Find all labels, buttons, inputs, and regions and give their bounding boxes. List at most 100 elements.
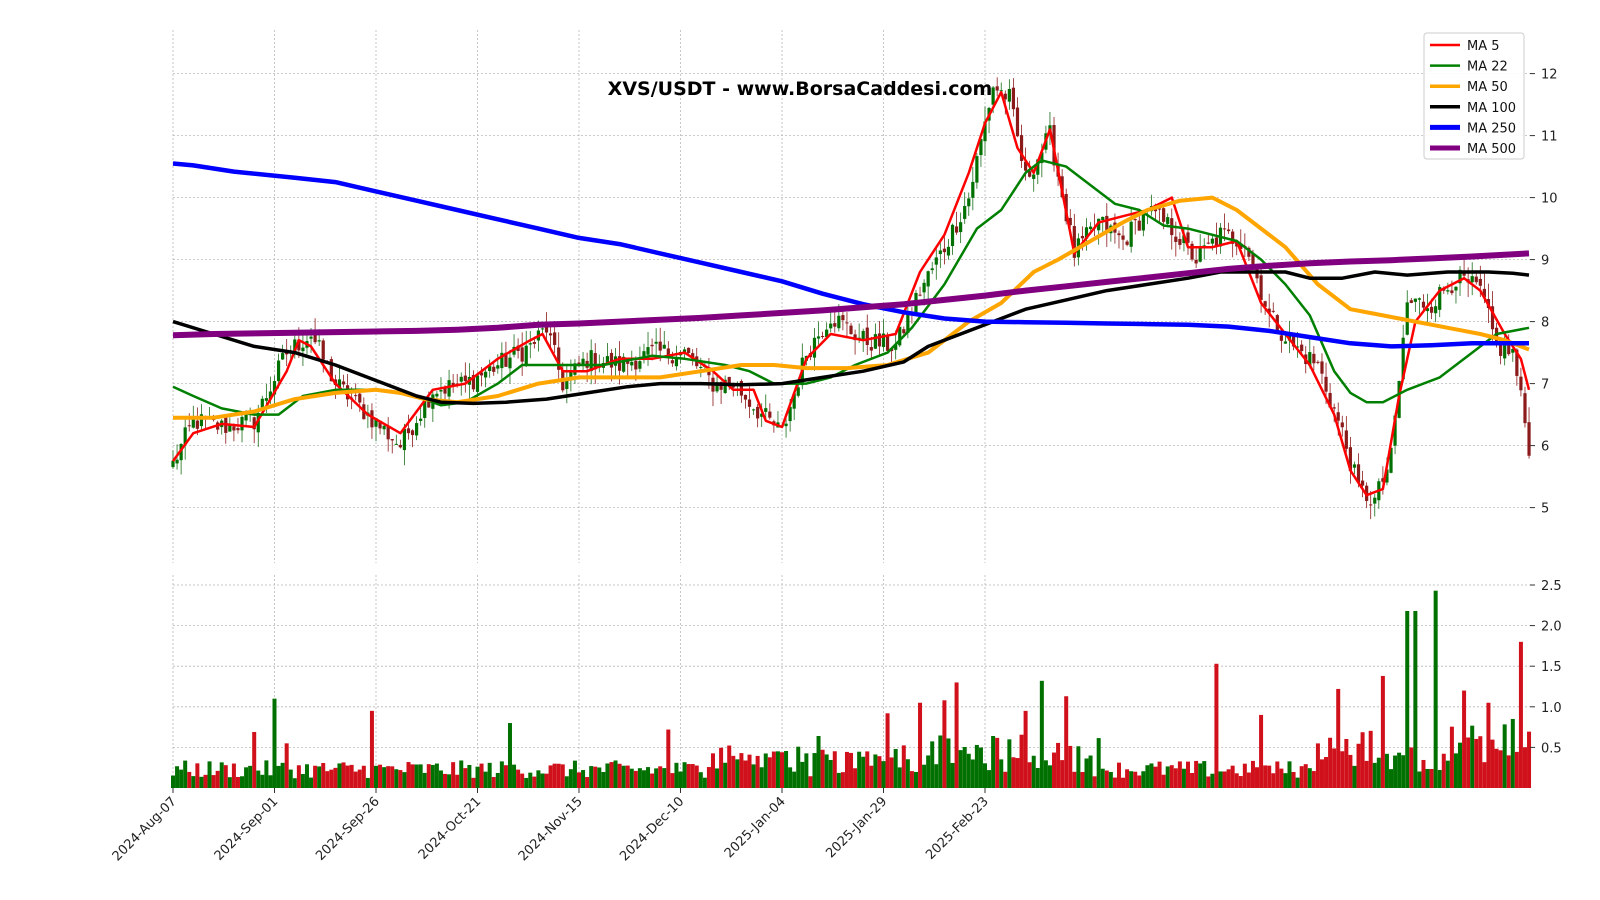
volume-bar	[479, 763, 484, 788]
volume-bar	[276, 765, 281, 788]
volume-bar	[1088, 755, 1093, 788]
volume-bar	[329, 769, 334, 788]
candle-body	[1157, 208, 1162, 210]
candle-body	[439, 390, 443, 392]
volume-bar	[1181, 768, 1186, 788]
volume-bar	[1023, 710, 1028, 788]
candle-body	[1438, 287, 1442, 310]
volume-bar	[325, 771, 330, 788]
legend-label: MA 250	[1467, 121, 1516, 136]
volume-bar	[1064, 696, 1069, 788]
volume-bar	[780, 752, 784, 788]
candle-body	[1080, 235, 1085, 239]
volume-bar	[223, 765, 228, 788]
volume-bar	[1263, 765, 1268, 788]
volume-bar	[836, 772, 841, 788]
price-tick-label: 9	[1541, 254, 1549, 269]
volume-bar	[698, 772, 703, 788]
volume-bar	[309, 777, 314, 788]
volume-bar	[1080, 772, 1085, 788]
candle-body	[869, 347, 873, 351]
candle-body	[906, 313, 910, 333]
volume-bar	[568, 769, 573, 788]
volume-bar	[414, 764, 419, 788]
volume-bar	[804, 753, 809, 788]
candle-body	[1344, 430, 1348, 449]
volume-tick-label: 2.5	[1541, 579, 1562, 594]
candle-body	[946, 246, 951, 256]
candle-body	[1019, 135, 1024, 161]
volume-bar	[187, 771, 192, 788]
candle-body	[975, 156, 979, 183]
volume-bar	[759, 767, 764, 788]
candle-body	[646, 347, 650, 355]
volume-bar	[1096, 738, 1101, 788]
volume-bar	[678, 771, 683, 788]
candle-body	[1007, 89, 1011, 102]
volume-bar	[1474, 738, 1479, 788]
volume-bar	[495, 772, 500, 788]
volume-bar	[548, 765, 553, 788]
volume-bar	[280, 762, 285, 788]
volume-bar	[516, 769, 521, 788]
candle-body	[727, 376, 731, 385]
volume-bar	[686, 764, 691, 788]
candle-body	[1360, 480, 1365, 486]
candle-body	[845, 322, 849, 324]
volume-bar	[1246, 772, 1251, 788]
volume-bar	[1393, 755, 1398, 788]
volume-bar	[1425, 768, 1430, 788]
volume-bar	[1165, 766, 1170, 788]
legend-label: MA 5	[1467, 39, 1500, 54]
candle-body	[861, 330, 865, 340]
candle-body	[605, 356, 610, 364]
price-tick-label: 5	[1541, 502, 1549, 517]
volume-bar	[877, 756, 882, 788]
volume-bar	[203, 774, 208, 788]
volume-bar	[893, 749, 898, 788]
chart-title: XVS/USDT - www.BorsaCaddesi.com	[608, 78, 993, 100]
volume-bar	[1364, 760, 1369, 788]
candle-body	[873, 334, 877, 349]
candle-body	[520, 347, 524, 362]
volume-bar	[1413, 610, 1418, 788]
volume-bar	[438, 770, 443, 788]
candle-body	[1121, 235, 1125, 240]
volume-bar	[333, 767, 338, 788]
candle-body	[999, 90, 1003, 92]
volume-bar	[244, 767, 249, 788]
candle-body	[427, 400, 431, 408]
candle-body	[1511, 348, 1515, 353]
x-axis-ticks: 2024-Aug-07 2024-Sep-01 2024-Sep-26 2024-Oc…	[110, 788, 992, 864]
volume-bar	[382, 767, 387, 788]
candle-body	[268, 391, 273, 400]
candle-body	[902, 329, 906, 334]
volume-bar	[1389, 769, 1393, 788]
volume-bar	[475, 766, 480, 788]
candle-body	[971, 181, 975, 198]
volume-bar	[792, 771, 797, 788]
volume-bar	[617, 763, 622, 788]
volume-bar	[690, 764, 695, 788]
candle-body	[301, 347, 305, 352]
candle-body	[1332, 407, 1336, 409]
volume-bar	[723, 762, 728, 788]
candle-body	[1503, 343, 1507, 359]
volume-bar	[577, 772, 581, 788]
candle-body	[179, 443, 183, 461]
volume-bar	[337, 763, 342, 788]
volume-bar	[613, 760, 618, 788]
candle-body	[475, 375, 480, 392]
candle-body	[1291, 334, 1296, 347]
volume-bar	[524, 777, 529, 788]
candle-body	[833, 323, 837, 327]
candle-body	[1340, 422, 1344, 428]
price-tick-label: 8	[1541, 316, 1549, 331]
volume-tick-label: 2.0	[1541, 620, 1562, 635]
x-tick-label: 2024-Sep-01	[212, 794, 282, 864]
volume-bar	[991, 735, 996, 788]
volume-bar	[670, 773, 675, 788]
candle-body	[423, 400, 427, 418]
candle-body	[581, 358, 585, 366]
candle-body	[1385, 469, 1389, 483]
